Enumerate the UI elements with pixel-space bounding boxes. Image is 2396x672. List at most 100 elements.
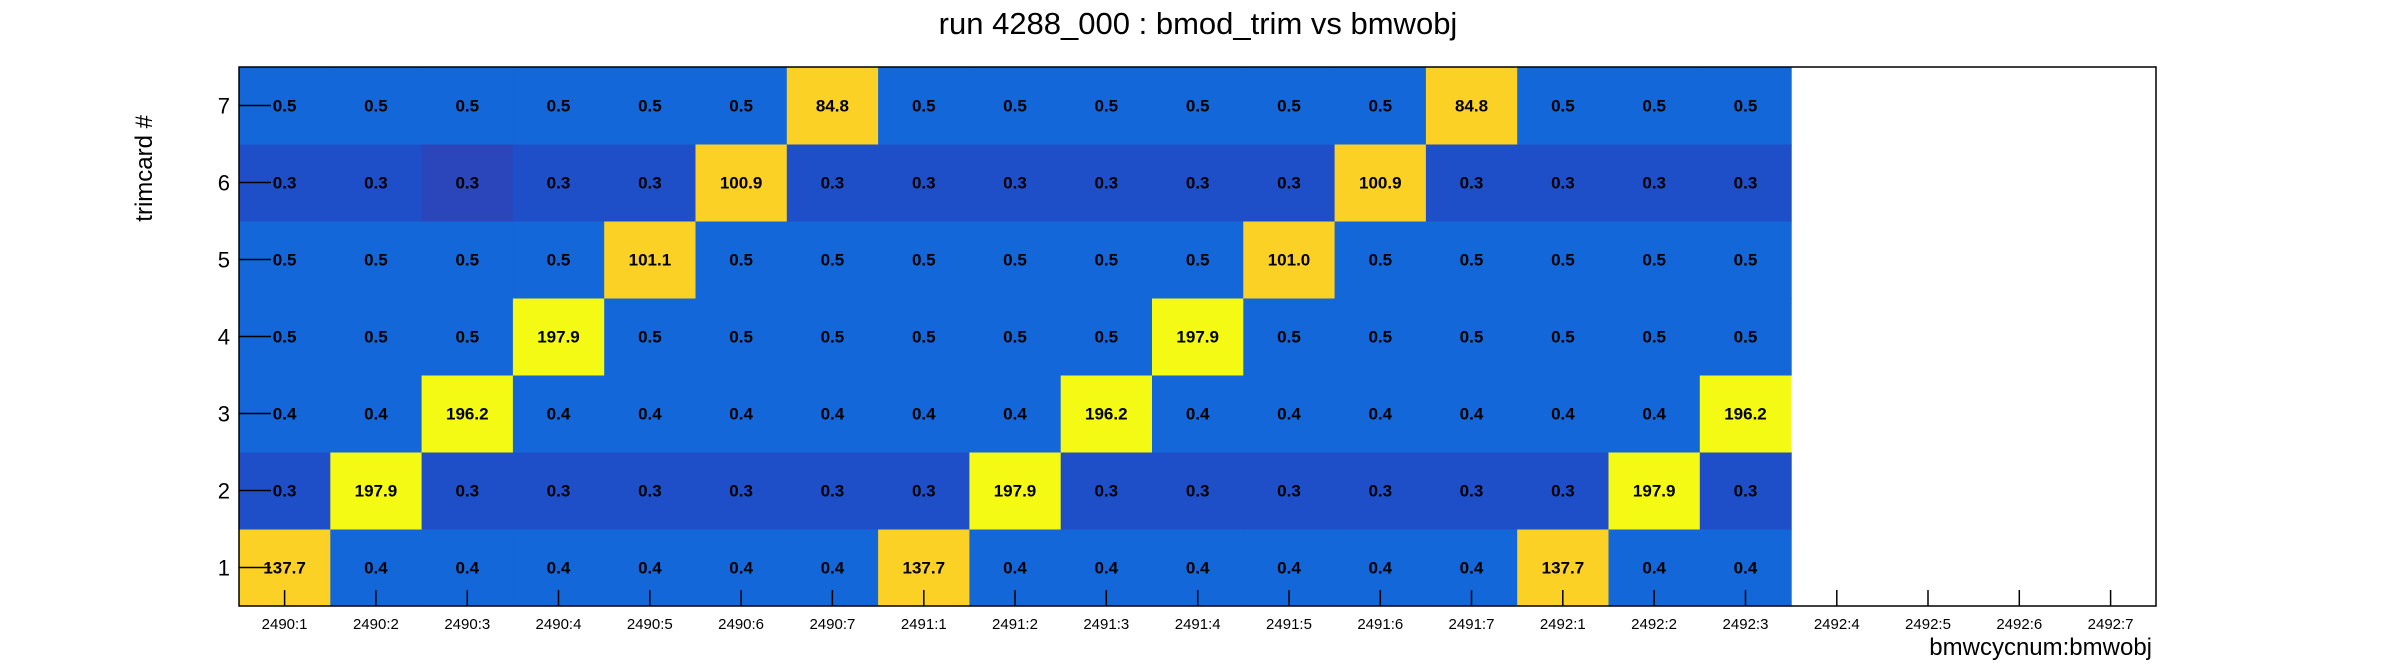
cell-value-label: 0.5 [638,97,662,116]
cell-value-label: 0.3 [912,482,936,501]
cell-value-label: 0.5 [1642,251,1666,270]
cell-value-label: 0.5 [1368,97,1392,116]
cell-value-label: 197.9 [1633,482,1676,501]
y-tick-label: 2 [218,479,230,504]
cell-value-label: 197.9 [994,482,1037,501]
y-axis-label: trimcard # [131,114,158,221]
heatmap-cell [695,298,788,376]
cell-value-label: 0.3 [821,174,845,193]
heatmap-cell [421,67,514,145]
heatmap-cell [604,221,697,299]
cell-value-label: 197.9 [355,482,398,501]
cell-value-label: 197.9 [537,328,580,347]
heatmap-cell [1517,298,1610,376]
x-tick-label: 2492:4 [1814,616,1860,633]
cell-value-label: 0.5 [821,251,845,270]
heatmap-cell [604,67,697,145]
heatmap-cell [695,221,788,299]
heatmap-cell [695,375,788,453]
heatmap-cell [1334,298,1427,376]
heatmap-cell [1152,67,1244,145]
cell-value-label: 0.5 [729,328,753,347]
cell-value-label: 0.5 [1186,97,1210,116]
cell-value-label: 0.4 [912,405,936,424]
cell-value-label: 0.3 [1551,482,1575,501]
x-tick-label: 2491:1 [901,616,947,633]
cell-value-label: 0.4 [1551,405,1575,424]
heatmap-cell [1243,67,1336,145]
heatmap-cell [330,375,423,453]
cell-value-label: 0.5 [1277,97,1301,116]
y-tick-label: 1 [218,556,230,581]
cell-value-label: 0.4 [547,559,571,578]
heatmap-cell [1608,298,1701,376]
heatmap-cell-labels: 137.7 0.4 0.4 0.4 0.4 0.4 0.4 137.7 0.4 0.4 0.4 0.4… [263,97,1766,578]
heatmap-cell [604,452,697,530]
cell-value-label: 0.5 [1003,97,1027,116]
cell-value-label: 0.3 [1551,174,1575,193]
cell-value-label: 196.2 [1724,405,1767,424]
cell-value-label: 0.5 [1368,251,1392,270]
cell-value-label: 0.4 [1277,405,1301,424]
heatmap-cell [1517,144,1610,222]
cell-value-label: 0.4 [1460,405,1484,424]
cell-value-label: 0.3 [821,482,845,501]
cell-value-label: 0.3 [547,174,571,193]
cell-value-label: 0.4 [638,559,662,578]
x-tick-label: 2491:7 [1449,616,1495,633]
heatmap-cell [878,144,970,222]
cell-value-label: 196.2 [1085,405,1128,424]
heatmap-cell [969,67,1062,145]
cell-value-label: 137.7 [263,559,306,578]
cell-value-label: 0.5 [821,328,845,347]
heatmap-cell [969,452,1062,530]
heatmap-cell [1517,67,1610,145]
heatmap-cell [1060,452,1153,530]
heatmap-cell [421,452,514,530]
cell-value-label: 0.3 [1642,174,1666,193]
heatmap-cell [1517,452,1610,530]
cell-value-label: 0.3 [273,482,297,501]
heatmap-cell [1152,221,1244,299]
cell-value-label: 0.5 [455,97,479,116]
x-tick-label: 2491:3 [1083,616,1129,633]
heatmap-cell [604,298,697,376]
heatmap-cell [421,375,514,453]
cell-value-label: 0.5 [364,251,388,270]
x-tick-label: 2490:3 [444,616,490,633]
heatmap-cell [1152,452,1244,530]
heatmap-cell [969,298,1062,376]
x-tick-label: 2492:1 [1540,616,1586,633]
cell-value-label: 0.5 [273,328,297,347]
cell-value-label: 0.4 [1642,405,1666,424]
cell-value-label: 0.3 [1368,482,1392,501]
heatmap-cell [512,221,605,299]
heatmap-cell [1699,221,1792,299]
heatmap-cell [1060,67,1153,145]
heatmap-cell [512,452,605,530]
heatmap-cell [878,452,970,530]
heatmap-cell [1334,452,1427,530]
x-tick-label: 2490:4 [536,616,582,633]
heatmap-cell [1425,298,1518,376]
heatmap-cell [1060,144,1153,222]
heatmap-cell [604,375,697,453]
cell-value-label: 0.3 [729,482,753,501]
cell-value-label: 0.3 [912,174,936,193]
cell-value-label: 0.5 [1094,328,1118,347]
cell-value-label: 0.4 [1368,405,1392,424]
cell-value-label: 0.4 [364,559,388,578]
heatmap-cell [1334,144,1427,222]
heatmap-cell [421,144,514,222]
x-tick-label: 2491:2 [992,616,1038,633]
cell-value-label: 0.4 [1003,559,1027,578]
x-tick-label: 2492:5 [1905,616,1951,633]
cell-value-label: 0.4 [821,559,845,578]
heatmap-cell [878,67,970,145]
heatmap-cell [695,452,788,530]
cell-value-label: 0.4 [1734,559,1758,578]
x-tick-label: 2490:5 [627,616,673,633]
cell-value-label: 0.3 [1460,174,1484,193]
heatmap-cell [878,298,970,376]
